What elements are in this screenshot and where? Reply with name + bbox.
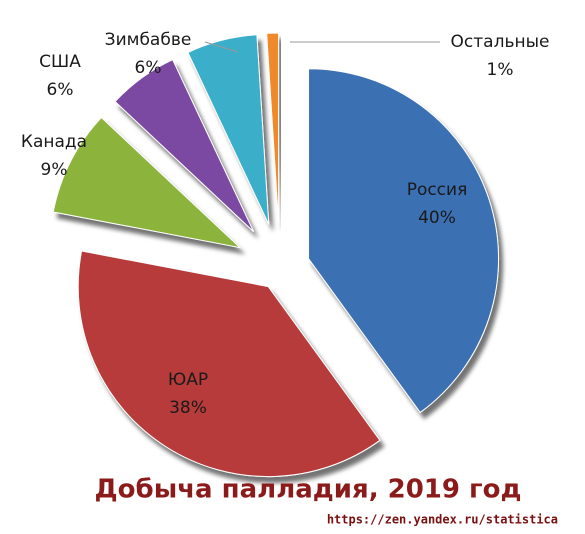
value-label: 38% [169, 398, 207, 418]
slice [52, 116, 242, 249]
slice [266, 32, 280, 224]
leader-line [204, 41, 239, 53]
pie [52, 32, 500, 477]
value-label: 6% [47, 80, 74, 100]
category-label: Канада [21, 132, 87, 152]
value-label: 6% [135, 58, 162, 78]
category-label: Россия [407, 180, 468, 200]
value-label: 1% [487, 60, 514, 80]
category-label: ЮАР [168, 370, 208, 390]
slice [77, 250, 381, 477]
chart-title: Добыча палладия, 2019 год [95, 475, 522, 505]
slice [187, 34, 270, 225]
value-label: 9% [41, 160, 68, 180]
slice [114, 59, 255, 232]
category-label: Остальные [451, 32, 550, 52]
category-label: Зимбабве [105, 30, 192, 50]
labels: Россия 40% ЮАР 38% Канада 9% США 6% Зимбабве 6% Ос… [21, 30, 550, 418]
slice [308, 68, 500, 414]
value-label: 40% [418, 208, 456, 228]
source: https://zen.yandex.ru/statistica [327, 513, 558, 527]
category-label: США [39, 52, 81, 72]
